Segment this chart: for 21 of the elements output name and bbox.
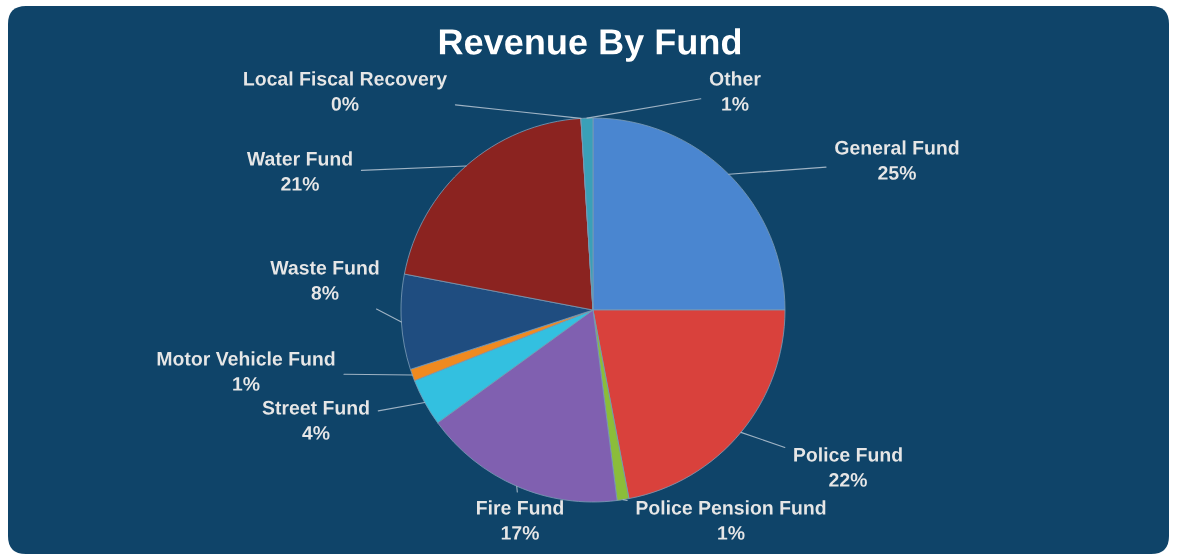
data-label: 25% [878, 166, 916, 180]
data-label: 4% [302, 426, 330, 440]
slice-label: Motor Vehicle Fund [157, 351, 335, 366]
data-label: 1% [722, 97, 749, 111]
data-label: 1% [233, 377, 260, 391]
category-label: Local Fiscal Recovery [244, 71, 448, 90]
data-label: 21% [281, 177, 319, 191]
chart-title: Revenue By Fund [439, 28, 741, 62]
slice-label: Other [709, 71, 761, 86]
slice-label: General Fund [835, 140, 959, 155]
data-label: 8% [311, 286, 339, 300]
slice-label: Waste Fund [270, 260, 379, 275]
slice-label: Fire Fund [477, 500, 564, 515]
text: 0% [331, 97, 359, 111]
slice-label: Street Fund [262, 400, 369, 415]
slice-label: Water Fund [246, 151, 352, 166]
data-label: 1% [718, 526, 745, 540]
data-label: 17% [501, 526, 539, 540]
data-label: 22% [829, 473, 867, 487]
slice-label: Police Fund [794, 447, 902, 462]
slice-label: Police Pension Fund [636, 500, 826, 515]
